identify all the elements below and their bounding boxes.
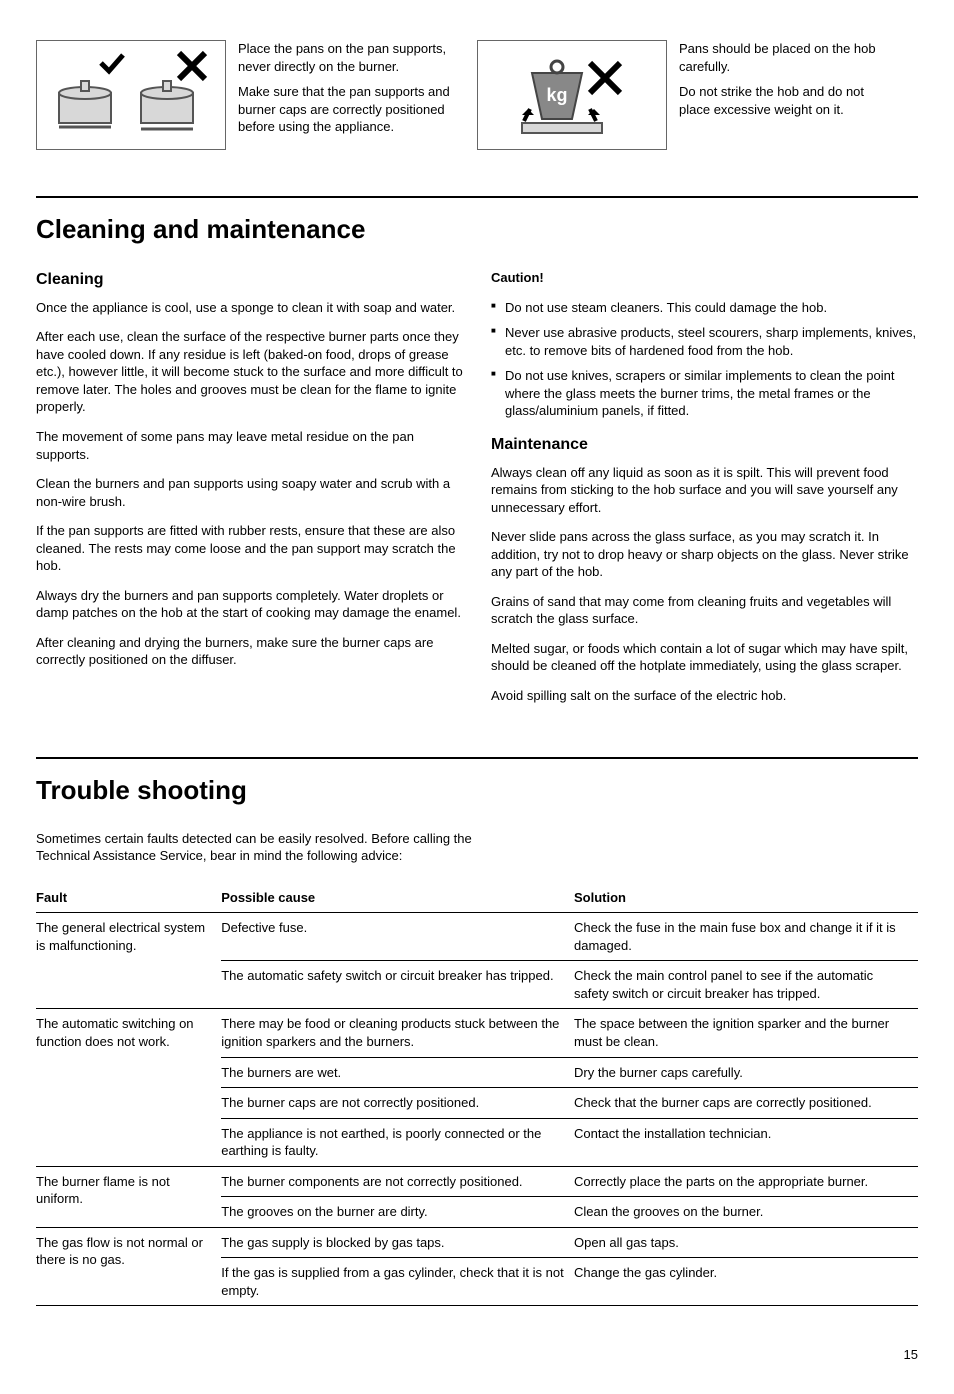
fault-cell: The burner flame is not uniform. xyxy=(36,1166,221,1227)
maintenance-p: Melted sugar, or foods which contain a l… xyxy=(491,640,918,675)
caution-list: Do not use steam cleaners. This could da… xyxy=(491,299,918,420)
weight-text: Pans should be placed on the hob careful… xyxy=(679,40,918,150)
pan-supports-p2: Make sure that the pan supports and burn… xyxy=(238,83,457,136)
svg-text:kg: kg xyxy=(546,85,567,105)
col-solution: Solution xyxy=(574,883,918,913)
col-cause: Possible cause xyxy=(221,883,574,913)
maintenance-heading: Maintenance xyxy=(491,434,918,456)
cleaning-p: The movement of some pans may leave meta… xyxy=(36,428,463,463)
top-instruction-row: Place the pans on the pan supports, neve… xyxy=(36,40,918,150)
cause-cell: The automatic safety switch or circuit b… xyxy=(221,961,574,1009)
fault-cell: The gas flow is not normal or there is n… xyxy=(36,1227,221,1306)
fault-cell: The general electrical system is malfunc… xyxy=(36,913,221,1009)
cleaning-title: Cleaning and maintenance xyxy=(36,212,918,247)
maintenance-p: Grains of sand that may come from cleani… xyxy=(491,593,918,628)
cleaning-heading: Cleaning xyxy=(36,269,463,291)
illustration-pan-supports xyxy=(36,40,238,150)
maintenance-p: Avoid spilling salt on the surface of th… xyxy=(491,687,918,705)
caution-item: Do not use steam cleaners. This could da… xyxy=(491,299,918,317)
illustration-weight: kg xyxy=(477,40,679,150)
cause-cell: The burner caps are not correctly positi… xyxy=(221,1088,574,1119)
top-block-weight: kg Pans should be placed on the hob care… xyxy=(477,40,918,150)
cause-cell: The appliance is not earthed, is poorly … xyxy=(221,1118,574,1166)
caution-item: Do not use knives, scrapers or similar i… xyxy=(491,367,918,420)
cause-cell: The grooves on the burner are dirty. xyxy=(221,1197,574,1228)
solution-cell: Open all gas taps. xyxy=(574,1227,918,1258)
pan-supports-icon xyxy=(36,40,226,150)
maintenance-p: Always clean off any liquid as soon as i… xyxy=(491,464,918,517)
caution-item: Never use abrasive products, steel scour… xyxy=(491,324,918,359)
trouble-intro: Sometimes certain faults detected can be… xyxy=(36,830,476,865)
cause-cell: The burner components are not correctly … xyxy=(221,1166,574,1197)
caution-heading: Caution! xyxy=(491,269,918,287)
cleaning-p: After each use, clean the surface of the… xyxy=(36,328,463,416)
col-fault: Fault xyxy=(36,883,221,913)
cause-cell: If the gas is supplied from a gas cylind… xyxy=(221,1258,574,1306)
cleaning-left-col: Cleaning Once the appliance is cool, use… xyxy=(36,269,463,716)
solution-cell: Check the main control panel to see if t… xyxy=(574,961,918,1009)
section-rule-trouble xyxy=(36,757,918,759)
table-row: The burner flame is not uniform.The burn… xyxy=(36,1166,918,1197)
trouble-title: Trouble shooting xyxy=(36,773,918,808)
cleaning-p: If the pan supports are fitted with rubb… xyxy=(36,522,463,575)
pan-supports-p1: Place the pans on the pan supports, neve… xyxy=(238,40,457,75)
solution-cell: Check the fuse in the main fuse box and … xyxy=(574,913,918,961)
solution-cell: Check that the burner caps are correctly… xyxy=(574,1088,918,1119)
solution-cell: Clean the grooves on the burner. xyxy=(574,1197,918,1228)
cleaning-right-col: Caution! Do not use steam cleaners. This… xyxy=(491,269,918,716)
page-number: 15 xyxy=(36,1346,918,1364)
table-row: The gas flow is not normal or there is n… xyxy=(36,1227,918,1258)
fault-table: Fault Possible cause Solution The genera… xyxy=(36,883,918,1307)
cleaning-p: Clean the burners and pan supports using… xyxy=(36,475,463,510)
solution-cell: Contact the installation technician. xyxy=(574,1118,918,1166)
cause-cell: The gas supply is blocked by gas taps. xyxy=(221,1227,574,1258)
weight-icon: kg xyxy=(477,40,667,150)
cleaning-p: Once the appliance is cool, use a sponge… xyxy=(36,299,463,317)
pan-supports-text: Place the pans on the pan supports, neve… xyxy=(238,40,477,150)
table-row: The automatic switching on function does… xyxy=(36,1009,918,1057)
section-rule-cleaning xyxy=(36,196,918,198)
solution-cell: The space between the ignition sparker a… xyxy=(574,1009,918,1057)
weight-p1: Pans should be placed on the hob careful… xyxy=(679,40,898,75)
cause-cell: There may be food or cleaning products s… xyxy=(221,1009,574,1057)
fault-cell: The automatic switching on function does… xyxy=(36,1009,221,1166)
table-row: The general electrical system is malfunc… xyxy=(36,913,918,961)
solution-cell: Dry the burner caps carefully. xyxy=(574,1057,918,1088)
cleaning-p: Always dry the burners and pan supports … xyxy=(36,587,463,622)
solution-cell: Correctly place the parts on the appropr… xyxy=(574,1166,918,1197)
top-block-pan-supports: Place the pans on the pan supports, neve… xyxy=(36,40,477,150)
cleaning-p: After cleaning and drying the burners, m… xyxy=(36,634,463,669)
cleaning-columns: Cleaning Once the appliance is cool, use… xyxy=(36,269,918,716)
solution-cell: Change the gas cylinder. xyxy=(574,1258,918,1306)
weight-p2: Do not strike the hob and do not place e… xyxy=(679,83,898,118)
maintenance-p: Never slide pans across the glass surfac… xyxy=(491,528,918,581)
cause-cell: Defective fuse. xyxy=(221,913,574,961)
cause-cell: The burners are wet. xyxy=(221,1057,574,1088)
